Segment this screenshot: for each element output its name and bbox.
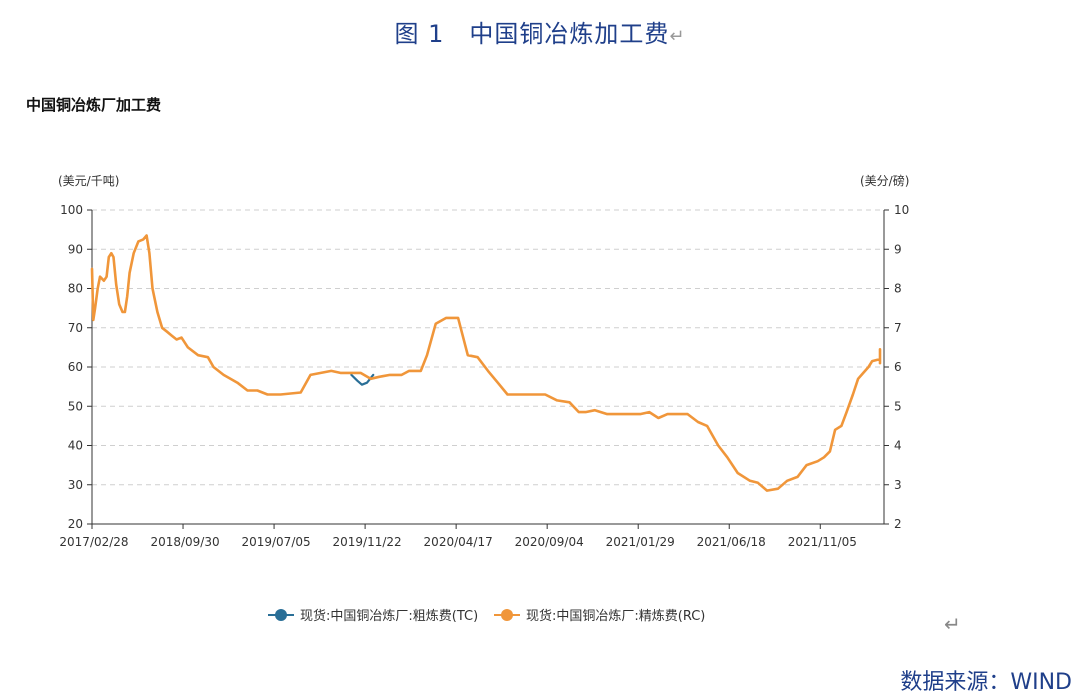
y-tick-label: 60 xyxy=(68,360,83,374)
legend-label: 现货:中国铜冶炼厂:粗炼费(TC) xyxy=(300,608,478,624)
left-axis-ticks: 20 30 40 50 60 70 80 90 100 xyxy=(60,203,92,531)
x-tick-label: 2020/09/04 xyxy=(515,535,584,549)
legend: 现货:中国铜冶炼厂:粗炼费(TC) 现货:中国铜冶炼厂:精炼费(RC) xyxy=(268,608,705,624)
grid-lines xyxy=(92,209,884,486)
source-note: 数据来源：WIND xyxy=(900,670,1072,695)
y2-tick-label: 5 xyxy=(894,399,902,413)
y-tick-label: 70 xyxy=(68,321,83,335)
legend-swatch-dot xyxy=(275,609,287,621)
return-mark-icon: ↵ xyxy=(944,612,961,636)
y2-tick-label: 10 xyxy=(894,203,909,217)
x-tick-label: 2021/11/05 xyxy=(788,535,857,549)
y-tick-label: 20 xyxy=(68,517,83,531)
figure-title: 图 1 中国铜冶炼加工费↵ xyxy=(0,14,1080,49)
legend-swatch-dot xyxy=(501,609,513,621)
right-axis-label: (美分/磅) xyxy=(860,173,909,188)
y2-tick-label: 7 xyxy=(894,321,902,335)
y-tick-label: 90 xyxy=(68,242,83,256)
y-tick-label: 100 xyxy=(60,203,83,217)
x-tick-label: 2018/09/30 xyxy=(150,535,219,549)
y2-tick-label: 6 xyxy=(894,360,902,374)
chart-title: 中国铜冶炼厂加工费 xyxy=(26,96,162,114)
x-tick-label: 2019/11/22 xyxy=(333,535,402,549)
series-line-rc xyxy=(90,234,882,492)
y-tick-label: 40 xyxy=(68,439,83,453)
x-axis-ticks: 2017/02/28 2018/09/30 2019/07/05 2019/11/22… xyxy=(59,524,857,549)
x-tick-label: 2017/02/28 xyxy=(59,535,128,549)
figure-title-text: 图 1 中国铜冶炼加工费 xyxy=(394,20,670,48)
return-mark-icon: ↵ xyxy=(669,26,686,47)
series-lines xyxy=(90,234,882,492)
x-tick-label: 2020/04/17 xyxy=(424,535,493,549)
y-tick-label: 50 xyxy=(68,399,83,413)
y2-tick-label: 4 xyxy=(894,439,902,453)
left-axis-label: (美元/千吨) xyxy=(58,174,119,188)
y2-tick-label: 3 xyxy=(894,478,902,492)
y2-tick-label: 8 xyxy=(894,282,902,296)
y2-tick-label: 9 xyxy=(894,242,902,256)
series-line-tc xyxy=(350,373,375,386)
x-tick-label: 2021/06/18 xyxy=(697,535,766,549)
right-axis-ticks: 2 3 4 5 6 7 8 9 10 xyxy=(884,203,909,531)
x-tick-label: 2019/07/05 xyxy=(241,535,310,549)
y-tick-label: 80 xyxy=(68,282,83,296)
y-tick-label: 30 xyxy=(68,478,83,492)
x-tick-label: 2021/01/29 xyxy=(606,535,675,549)
legend-label: 现货:中国铜冶炼厂:精炼费(RC) xyxy=(526,608,705,624)
y2-tick-label: 2 xyxy=(894,517,902,531)
